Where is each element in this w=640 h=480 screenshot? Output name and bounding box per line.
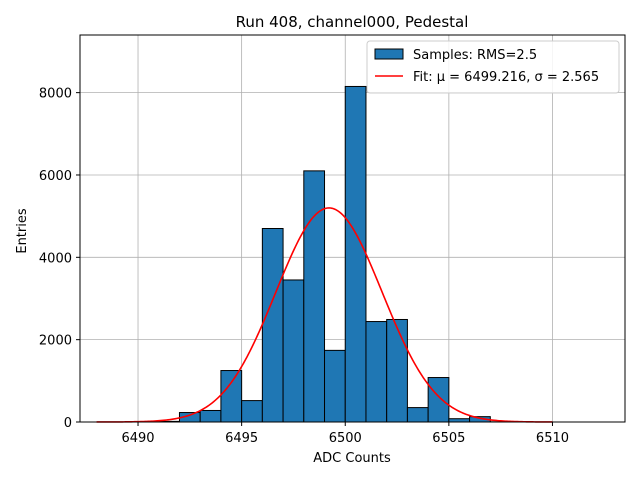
x-tick-label: 6505 <box>432 431 465 446</box>
legend-label-fit: Fit: μ = 6499.216, σ = 2.565 <box>413 70 599 85</box>
histogram-bar <box>386 318 408 423</box>
x-tick-label: 6490 <box>121 431 154 446</box>
histogram-bar <box>365 321 388 423</box>
legend-label-samples: Samples: RMS=2.5 <box>413 48 537 63</box>
fit-curve-layer <box>96 207 553 423</box>
plot-frame <box>79 34 626 423</box>
x-tick-label: 6510 <box>536 431 569 446</box>
histogram-bar <box>427 377 450 423</box>
histogram-bar <box>406 407 429 423</box>
histogram-bar <box>199 409 222 423</box>
legend-box <box>366 40 620 94</box>
y-tick-label: 8000 <box>39 87 72 102</box>
histogram-bar <box>282 279 305 423</box>
y-tick-label: 6000 <box>39 169 72 184</box>
histogram-bar <box>220 370 243 423</box>
y-tick-label: 2000 <box>39 334 72 349</box>
legend-swatch-samples <box>374 48 404 60</box>
chart-title: Run 408, channel000, Pedestal <box>236 13 469 31</box>
y-tick-label: 4000 <box>39 251 72 266</box>
histogram-bar <box>303 170 326 423</box>
y-tick-label: 0 <box>64 416 72 431</box>
x-axis-label: ADC Counts <box>313 451 391 466</box>
fit-curve <box>96 207 553 423</box>
x-tick-label: 6495 <box>225 431 258 446</box>
histogram-bar <box>261 228 284 423</box>
histogram-bar <box>344 85 367 423</box>
x-tick-label: 6500 <box>329 431 362 446</box>
y-axis-label: Entries <box>15 208 30 254</box>
histogram-bar <box>324 349 346 423</box>
axis-ticks: 6490 6495 6500 6505 6510 0 2000 4000 6000 8000 <box>39 87 569 446</box>
histogram-bars <box>158 85 512 423</box>
legend: Samples: RMS=2.5 Fit: μ = 6499.216, σ = … <box>366 40 620 94</box>
histogram-bar <box>241 400 263 423</box>
